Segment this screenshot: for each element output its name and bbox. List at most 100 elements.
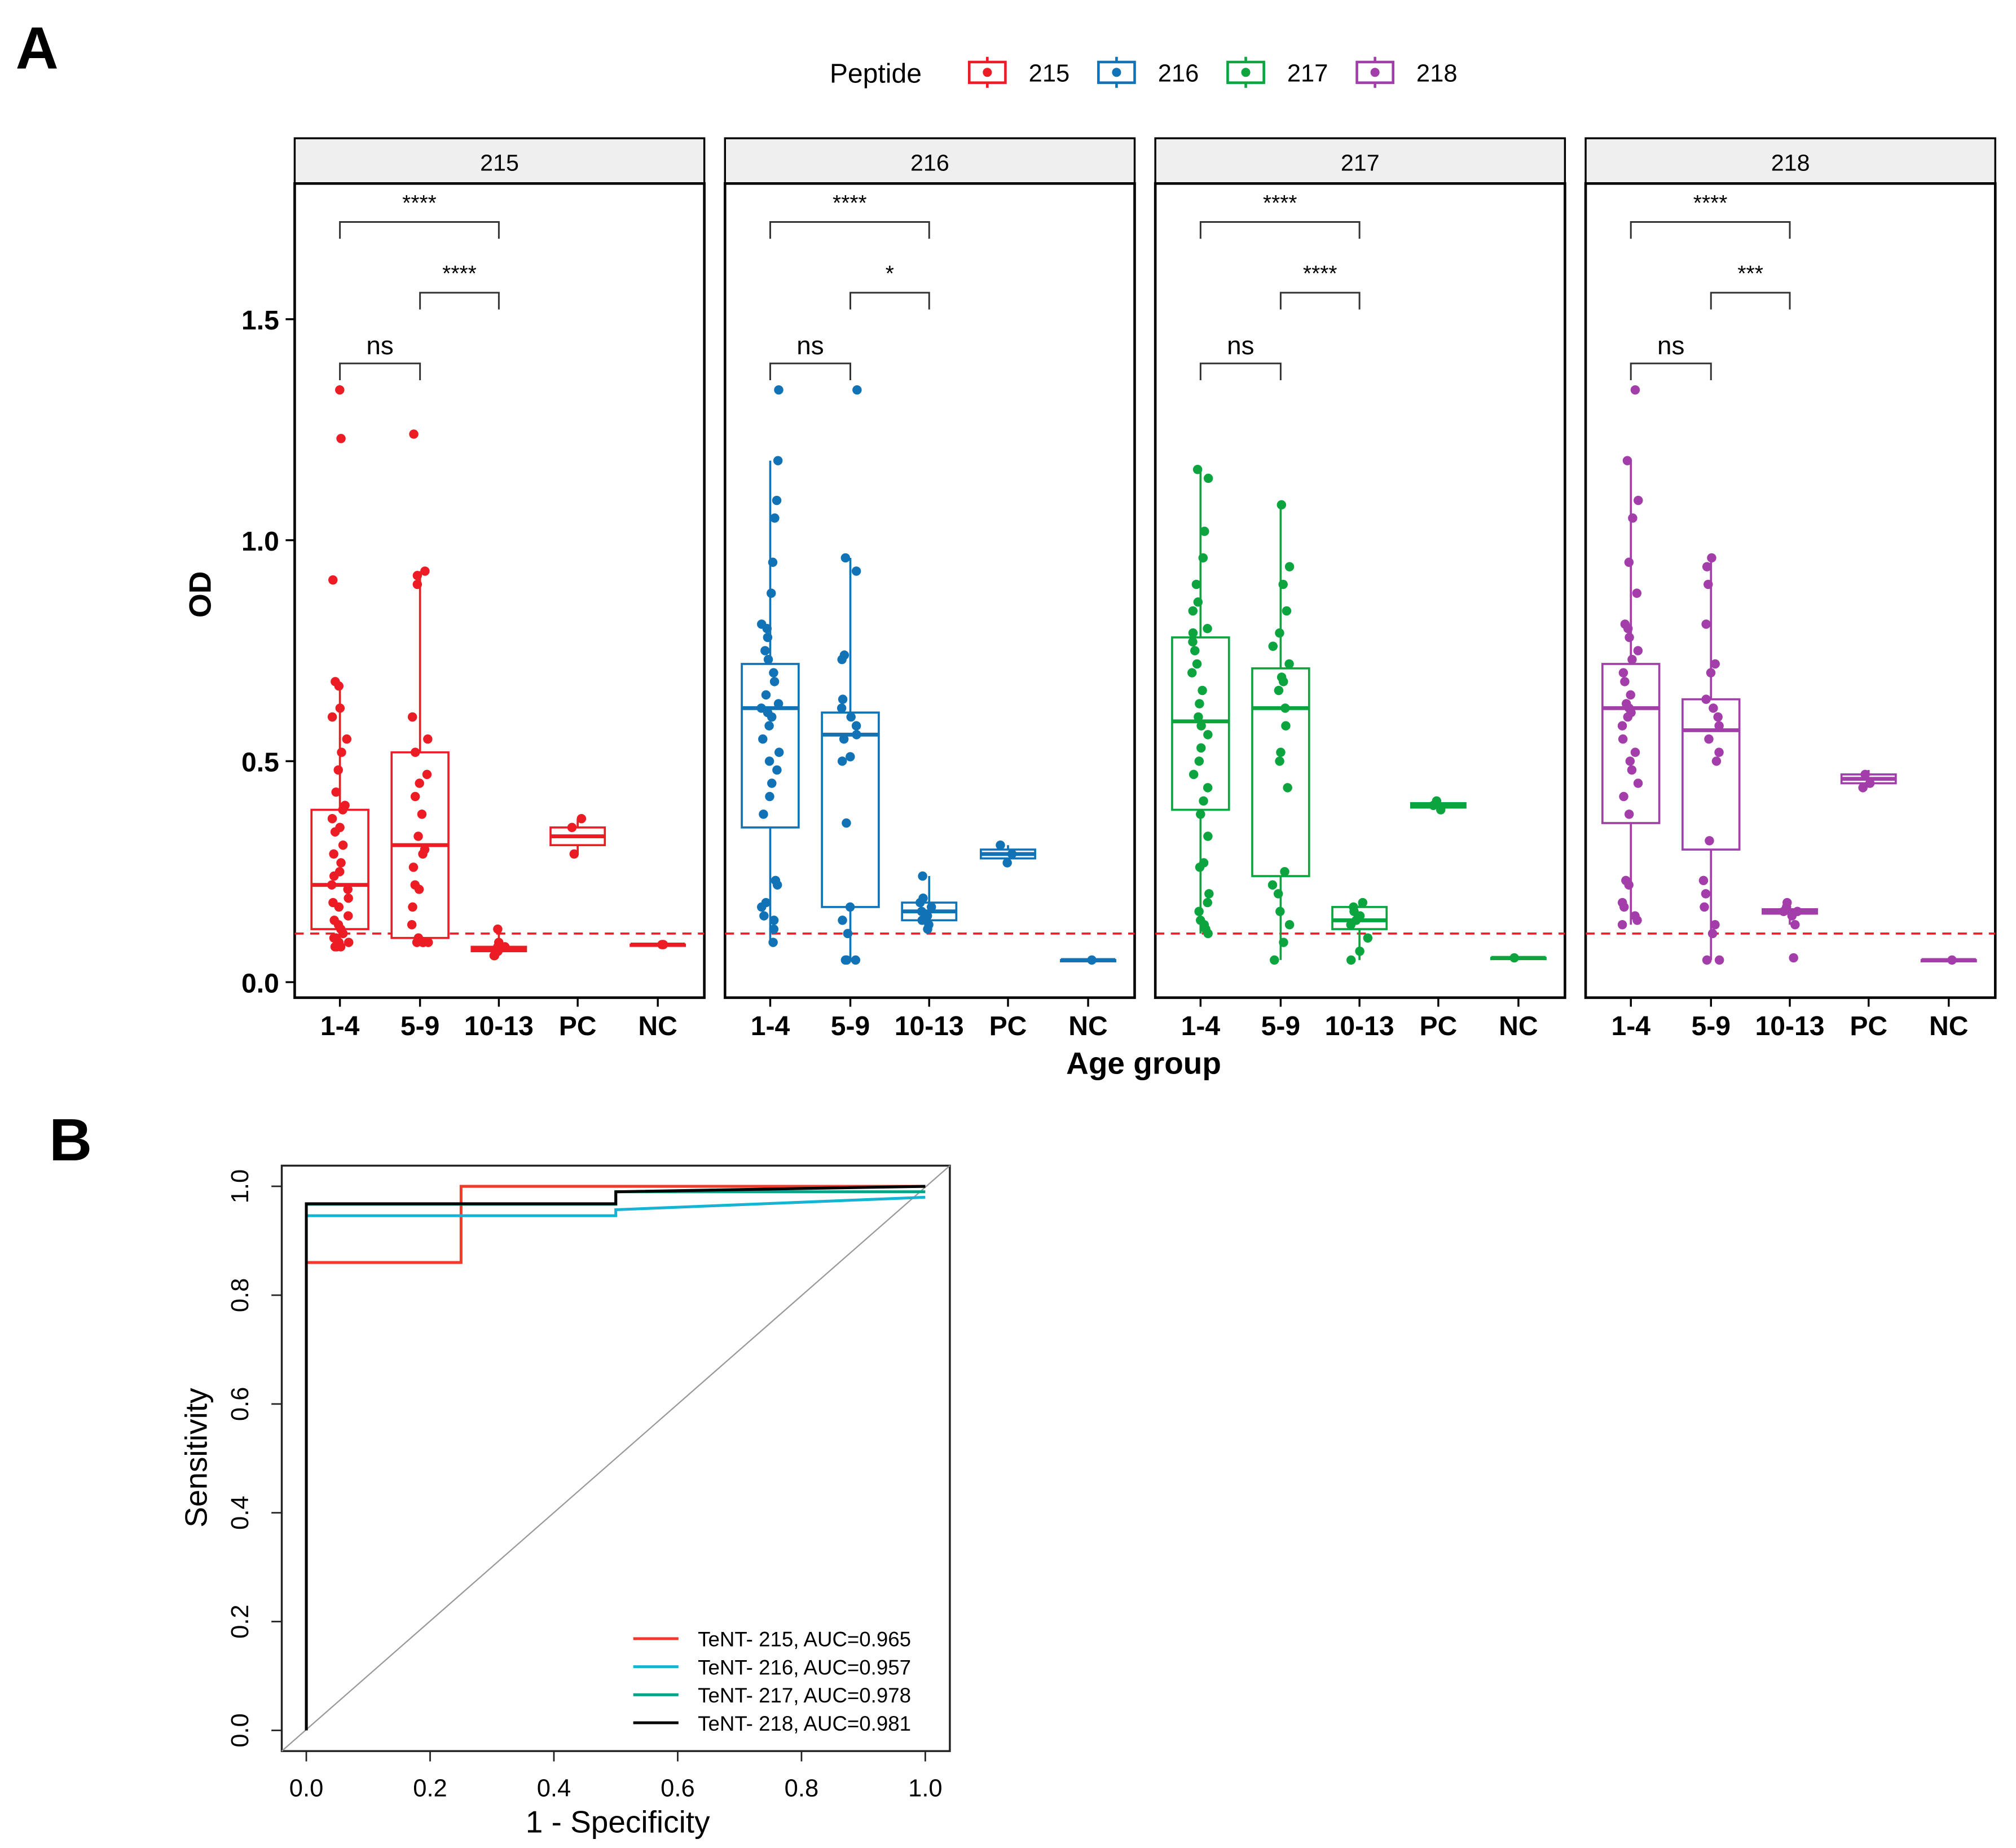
box-body [1601,663,1661,824]
data-point [412,938,422,947]
data-point [1705,836,1714,846]
significance-bracket [419,292,500,310]
data-point [1714,747,1724,757]
significance-bracket [769,221,930,239]
significance-bracket [849,292,930,310]
data-point [408,863,419,872]
x-tick-label: NC [1068,1011,1107,1041]
data-point [423,938,433,947]
data-point [1281,721,1291,731]
box-body [1682,698,1741,851]
facet-strip-label: 218 [1771,149,1810,175]
data-point [412,579,422,589]
data-point [410,791,420,802]
significance-bracket [1630,221,1791,239]
data-point [1714,721,1724,731]
data-point [1630,747,1640,757]
data-point [1203,783,1213,793]
significance-label: *** [1737,262,1763,286]
data-point [500,942,510,952]
significance-label: **** [1303,262,1337,286]
boxplot-panel: 0.0 0.5 1.0 1.5 OD Age group 215 1-4 5-9 10-13 PC N… [183,137,1997,1081]
data-point [330,827,340,837]
x-tick-label: 10-13 [895,1011,964,1041]
data-point [420,566,430,576]
data-point [423,734,433,744]
data-point [761,690,771,700]
y-tick-label: 0.0 [241,968,279,998]
data-point [772,765,782,775]
data-point [1187,668,1197,677]
data-point [918,871,927,881]
data-point [415,778,424,788]
x-tick-label: 10-13 [1325,1011,1394,1041]
panel-label-a: A [16,15,59,81]
data-point [417,809,427,819]
data-point [763,654,773,665]
data-point [1283,783,1292,793]
x-tick-label: 0.8 [785,1775,819,1802]
legend-key-point [983,68,992,77]
significance-bracket [1199,362,1282,380]
legend-label: 218 [1416,60,1458,87]
significance-label: **** [442,262,477,286]
data-point [1275,907,1285,916]
data-point [1628,513,1638,523]
roc-plot-area [280,1164,951,1752]
data-point [1195,863,1205,872]
data-point [328,575,338,585]
data-point [774,747,784,757]
significance-label: ns [796,331,824,360]
y-axis-title: Sensitivity [179,1388,214,1528]
significance-label: **** [1693,191,1728,215]
significance-label: **** [1263,191,1297,215]
data-point [1436,805,1446,815]
data-point [837,703,847,713]
data-point [756,902,767,912]
data-point [1626,690,1635,700]
data-point [1284,562,1295,571]
data-point [1709,703,1718,713]
data-point [1204,889,1214,899]
data-point [764,721,774,731]
x-tick-label: 10-13 [464,1011,534,1041]
data-point [1779,907,1789,916]
data-point [422,769,432,780]
data-point [413,831,423,841]
data-point [567,822,577,833]
data-point [344,938,354,947]
data-point [1787,911,1797,921]
data-point [768,938,778,947]
x-tick-label: PC [989,1011,1027,1041]
data-point [1630,385,1640,395]
significance-label: * [886,262,894,286]
data-point [1355,946,1364,956]
data-point [765,791,774,802]
data-point [1704,734,1714,744]
data-point [840,553,851,563]
data-point [332,942,342,952]
data-point [1710,659,1720,669]
data-point [1620,677,1630,687]
significance-bracket [1279,292,1361,310]
data-point [1195,699,1204,709]
data-point [1203,831,1213,841]
facet-strip [724,137,1136,185]
x-tick-label: 0.6 [661,1775,695,1802]
data-point [1007,849,1017,859]
data-point [851,566,861,576]
data-point [845,902,855,912]
data-point [1346,955,1356,965]
x-tick-label: NC [638,1011,677,1041]
data-point [337,747,346,757]
data-point [1267,880,1278,890]
data-point [762,624,772,633]
data-point [1710,919,1720,930]
data-point [1509,953,1519,963]
data-point [1627,654,1637,665]
data-point [767,778,777,788]
data-point [1789,953,1798,963]
data-point [1713,712,1723,722]
